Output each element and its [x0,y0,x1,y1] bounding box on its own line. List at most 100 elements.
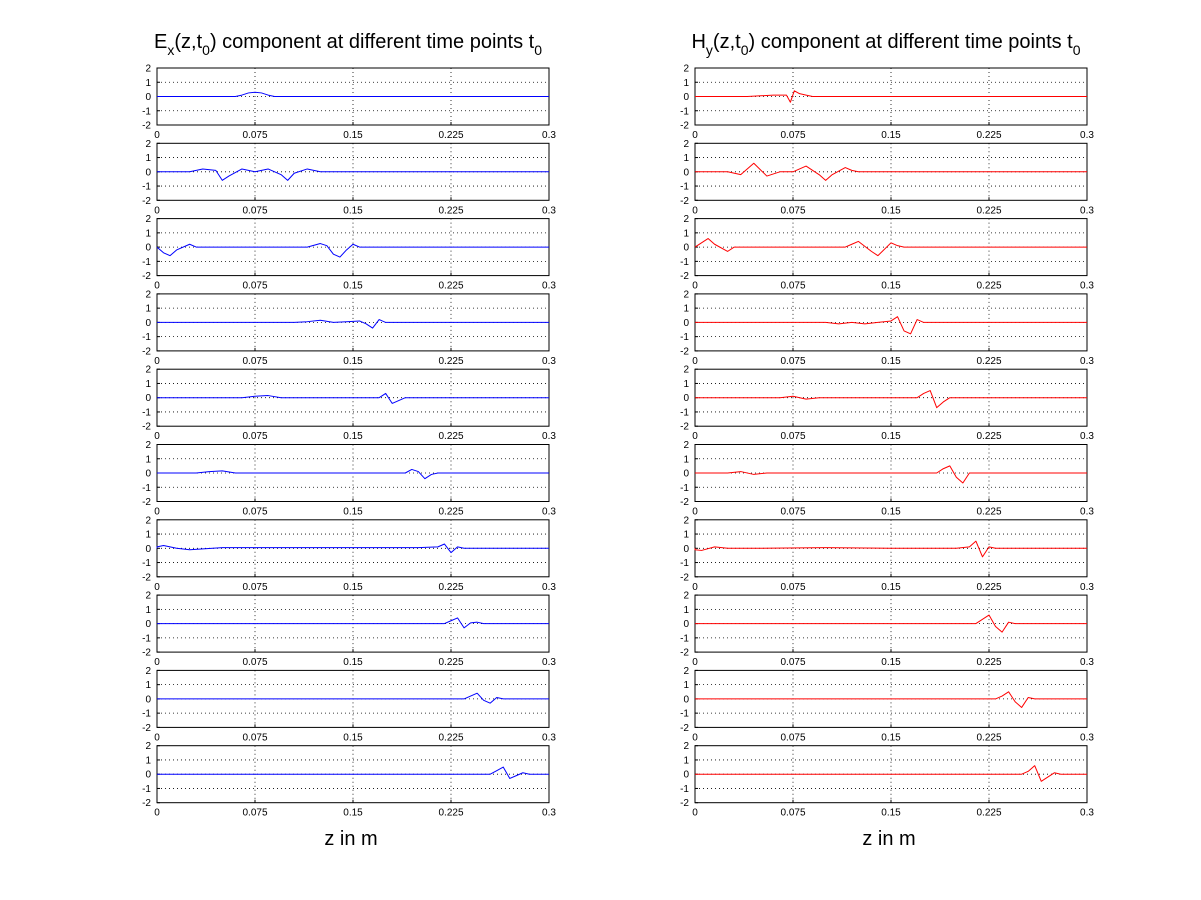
series-line [695,465,1087,484]
y-tick-label: 1 [145,228,151,239]
y-tick-label: 1 [145,304,151,315]
x-tick-label: 0.3 [1080,356,1094,367]
x-tick-label: 0.3 [542,356,556,367]
y-tick-label: 0 [683,92,689,103]
y-tick-label: 1 [145,454,151,465]
x-tick-label: 0.225 [438,205,463,216]
series-line [157,692,549,704]
y-tick-label: 2 [145,365,151,376]
x-tick-label: 0.225 [438,281,463,292]
y-tick-label: -2 [142,121,151,132]
x-tick-label: 0 [692,130,698,141]
y-tick-label: 1 [145,680,151,691]
y-tick-label: -1 [680,182,689,193]
y-tick-label: 0 [683,243,689,254]
x-tick-label: 0.075 [242,130,267,141]
series-line [695,390,1087,409]
x-tick-label: 0.3 [1080,130,1094,141]
y-tick-label: 2 [145,591,151,602]
x-tick-label: 0.3 [542,732,556,743]
y-tick-label: -2 [142,723,151,734]
x-tick-label: 0.225 [438,507,463,518]
y-tick-label: 0 [145,770,151,781]
x-tick-label: 0.075 [780,507,805,518]
y-tick-label: -2 [142,346,151,357]
x-tick-label: 0.15 [343,281,363,292]
x-tick-label: 0.3 [1080,281,1094,292]
x-tick-label: 0.225 [438,657,463,668]
x-tick-label: 0.075 [780,582,805,593]
y-tick-label: -1 [142,784,151,795]
x-tick-label: 0.15 [881,205,901,216]
x-tick-label: 0.3 [1080,205,1094,216]
x-tick-label: 0.225 [438,431,463,442]
y-tick-label: -1 [142,483,151,494]
x-tick-label: 0 [154,808,160,819]
series-line [156,243,549,258]
y-tick-label: 0 [145,92,151,103]
right-x-axis-label: z in m [862,828,915,850]
panel-ex-3: 0 0.075 0.15 0.225 0.3 2 1 0 -1 -2 [142,214,556,292]
panel-hy-3: 0 0.075 0.15 0.225 0.3 2 1 0 -1 -2 [680,214,1094,292]
y-tick-label: 0 [683,619,689,630]
y-tick-label: -2 [680,723,689,734]
y-tick-label: 1 [683,680,689,691]
panel-ex-10: 0 0.075 0.15 0.225 0.3 2 1 0 -1 -2 [142,741,556,819]
y-tick-label: 2 [683,515,689,526]
y-tick-label: 0 [145,167,151,178]
y-tick-label: -1 [142,332,151,343]
y-tick-label: 1 [683,78,689,89]
x-tick-label: 0.075 [242,205,267,216]
x-tick-label: 0.225 [976,657,1001,668]
panel-hy-4: 0 0.075 0.15 0.225 0.3 2 1 0 -1 -2 [680,289,1094,367]
y-tick-label: -2 [680,271,689,282]
y-tick-label: 2 [683,666,689,677]
panel-hy-6: 0 0.075 0.15 0.225 0.3 2 1 0 -1 -2 [680,440,1094,518]
y-tick-label: -1 [142,106,151,117]
y-tick-label: -1 [680,332,689,343]
series-line [694,540,1087,558]
x-tick-label: 0.225 [976,431,1001,442]
x-tick-label: 0.075 [242,657,267,668]
x-tick-label: 0.3 [542,205,556,216]
y-tick-label: -1 [680,106,689,117]
y-tick-label: -2 [142,196,151,207]
x-tick-label: 0.075 [780,431,805,442]
y-tick-label: -2 [680,422,689,433]
x-tick-label: 0.075 [242,507,267,518]
left-x-axis-label: z in m [324,828,377,850]
y-tick-label: 0 [145,393,151,404]
panel-ex-4: 0 0.075 0.15 0.225 0.3 2 1 0 -1 -2 [142,289,556,367]
x-tick-label: 0.15 [881,130,901,141]
x-tick-label: 0.15 [343,657,363,668]
panel-hy-8: 0 0.075 0.15 0.225 0.3 2 1 0 -1 -2 [680,591,1094,669]
x-tick-label: 0.225 [976,356,1001,367]
y-tick-label: 2 [683,214,689,225]
x-tick-label: 0 [154,732,160,743]
panel-hy-1: 0 0.075 0.15 0.225 0.3 2 1 0 -1 -2 [680,64,1094,142]
x-tick-label: 0.225 [976,205,1001,216]
panel-ex-7: 0 0.075 0.15 0.225 0.3 2 1 0 -1 -2 [142,515,556,593]
y-tick-label: -2 [680,572,689,583]
panel-ex-8: 0 0.075 0.15 0.225 0.3 2 1 0 -1 -2 [142,591,556,669]
x-tick-label: 0 [154,130,160,141]
y-tick-label: 1 [683,454,689,465]
x-tick-label: 0.075 [242,582,267,593]
x-tick-label: 0 [692,507,698,518]
x-tick-label: 0.15 [343,205,363,216]
y-tick-label: 2 [145,515,151,526]
y-tick-label: 2 [683,64,689,75]
y-tick-label: -1 [680,784,689,795]
x-tick-label: 0.075 [780,732,805,743]
x-tick-label: 0 [154,205,160,216]
x-tick-label: 0.225 [438,356,463,367]
series-line [157,91,549,97]
x-tick-label: 0 [692,582,698,593]
panel-ex-1: 0 0.075 0.15 0.225 0.3 2 1 0 -1 -2 [142,64,556,142]
series-line [695,765,1087,782]
y-tick-label: -1 [680,483,689,494]
y-tick-label: 1 [683,228,689,239]
series-line [157,766,549,779]
y-tick-label: -2 [142,497,151,508]
